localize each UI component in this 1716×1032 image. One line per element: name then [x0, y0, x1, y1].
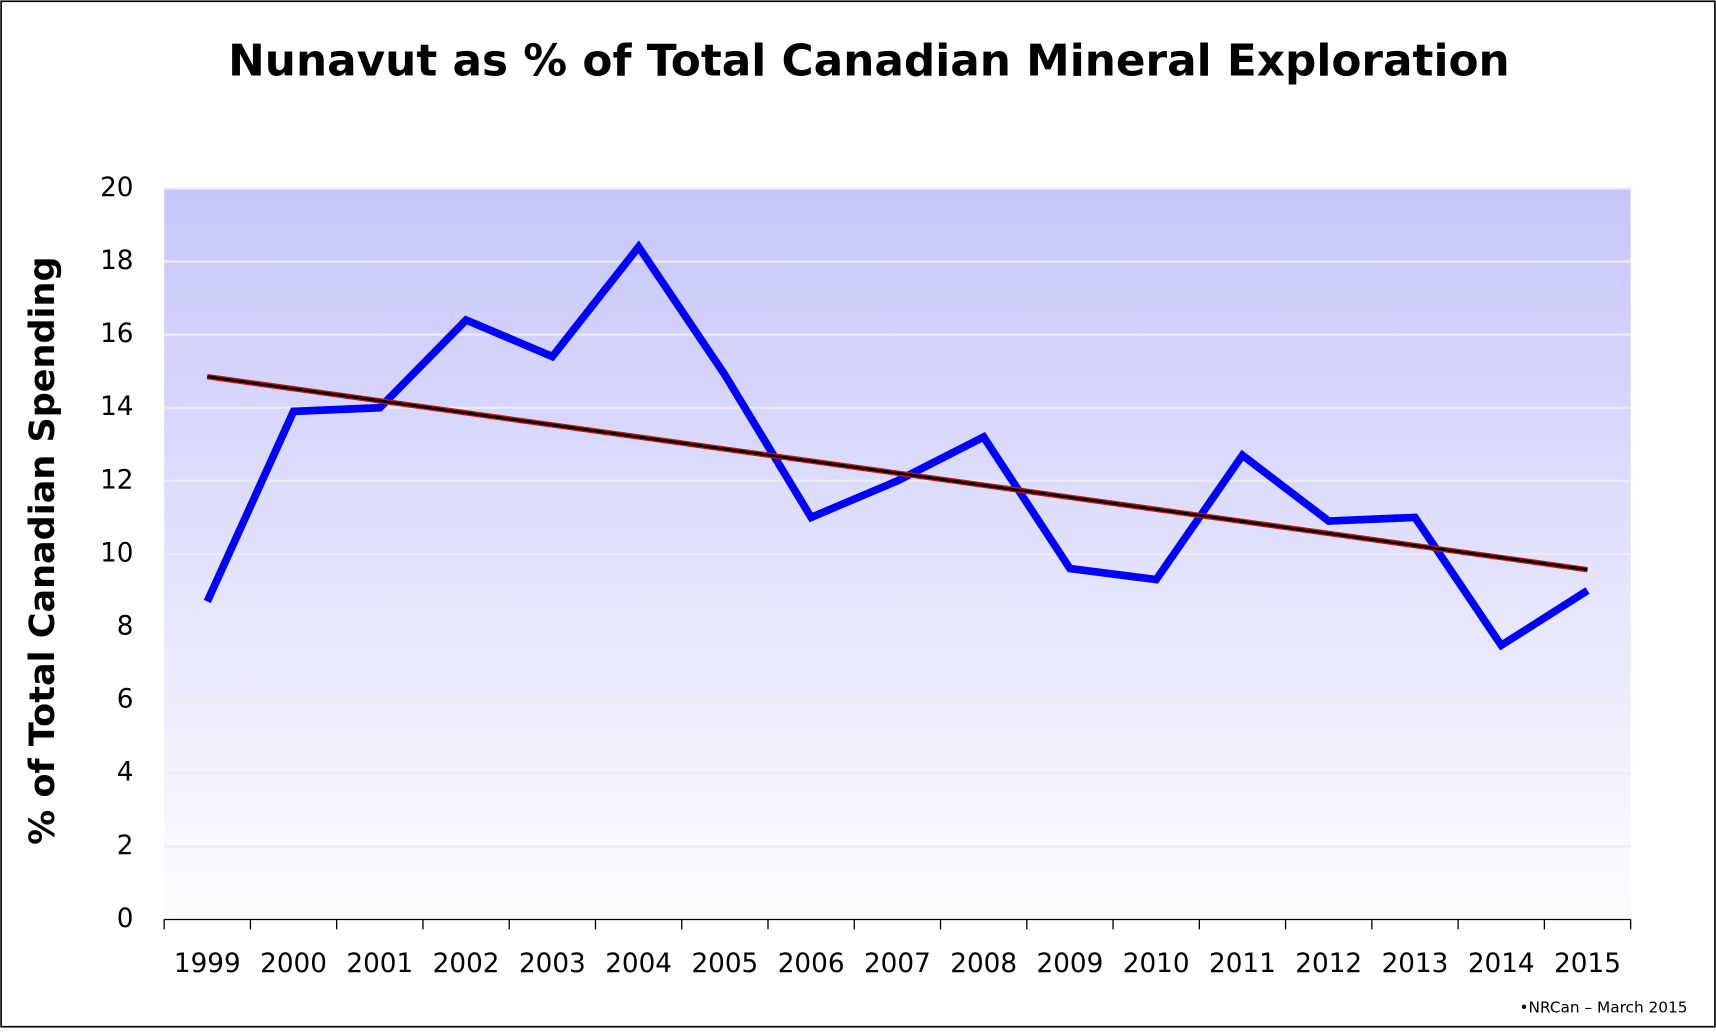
x-tick-label: 2012	[1295, 949, 1362, 979]
x-tick-label: 2010	[1123, 949, 1190, 979]
x-tick-label: 2011	[1209, 949, 1276, 979]
x-tick-label: 2007	[864, 949, 931, 979]
x-tick-label: 2008	[950, 949, 1017, 979]
y-tick-label: 0	[117, 904, 134, 934]
x-tick-label: 2005	[691, 949, 758, 979]
x-tick-label: 2009	[1037, 949, 1104, 979]
x-tick-label: 2000	[260, 949, 327, 979]
y-tick-label: 6	[117, 685, 134, 715]
data-line	[203, 240, 1590, 651]
y-tick-label: 4	[117, 758, 134, 788]
x-tick-label: 2014	[1468, 949, 1535, 979]
x-tick-label: 2006	[778, 949, 845, 979]
y-tick-label: 18	[100, 246, 133, 276]
y-tick-label: 8	[117, 612, 134, 642]
y-tick-label: 20	[100, 173, 133, 203]
y-axis-label: % of Total Canadian Spending	[22, 256, 63, 844]
y-tick-label: 10	[100, 538, 133, 568]
x-tick-label: 2003	[519, 949, 586, 979]
y-tick-label: 14	[100, 392, 133, 422]
chart-title: Nunavut as % of Total Canadian Mineral E…	[228, 36, 1510, 87]
trend-line	[207, 375, 1588, 572]
x-tick-label: 2002	[433, 949, 500, 979]
x-tick-label: 2013	[1382, 949, 1449, 979]
y-tick-label: 2	[117, 831, 134, 861]
x-tick-label: 2015	[1554, 949, 1621, 979]
x-tick-label: 2004	[605, 949, 672, 979]
x-tick-label: 2001	[346, 949, 413, 979]
y-tick-label: 12	[100, 465, 133, 495]
x-tick-label: 1999	[174, 949, 241, 979]
source-note: •NRCan – March 2015	[1519, 999, 1687, 1017]
y-tick-label: 16	[100, 319, 133, 349]
